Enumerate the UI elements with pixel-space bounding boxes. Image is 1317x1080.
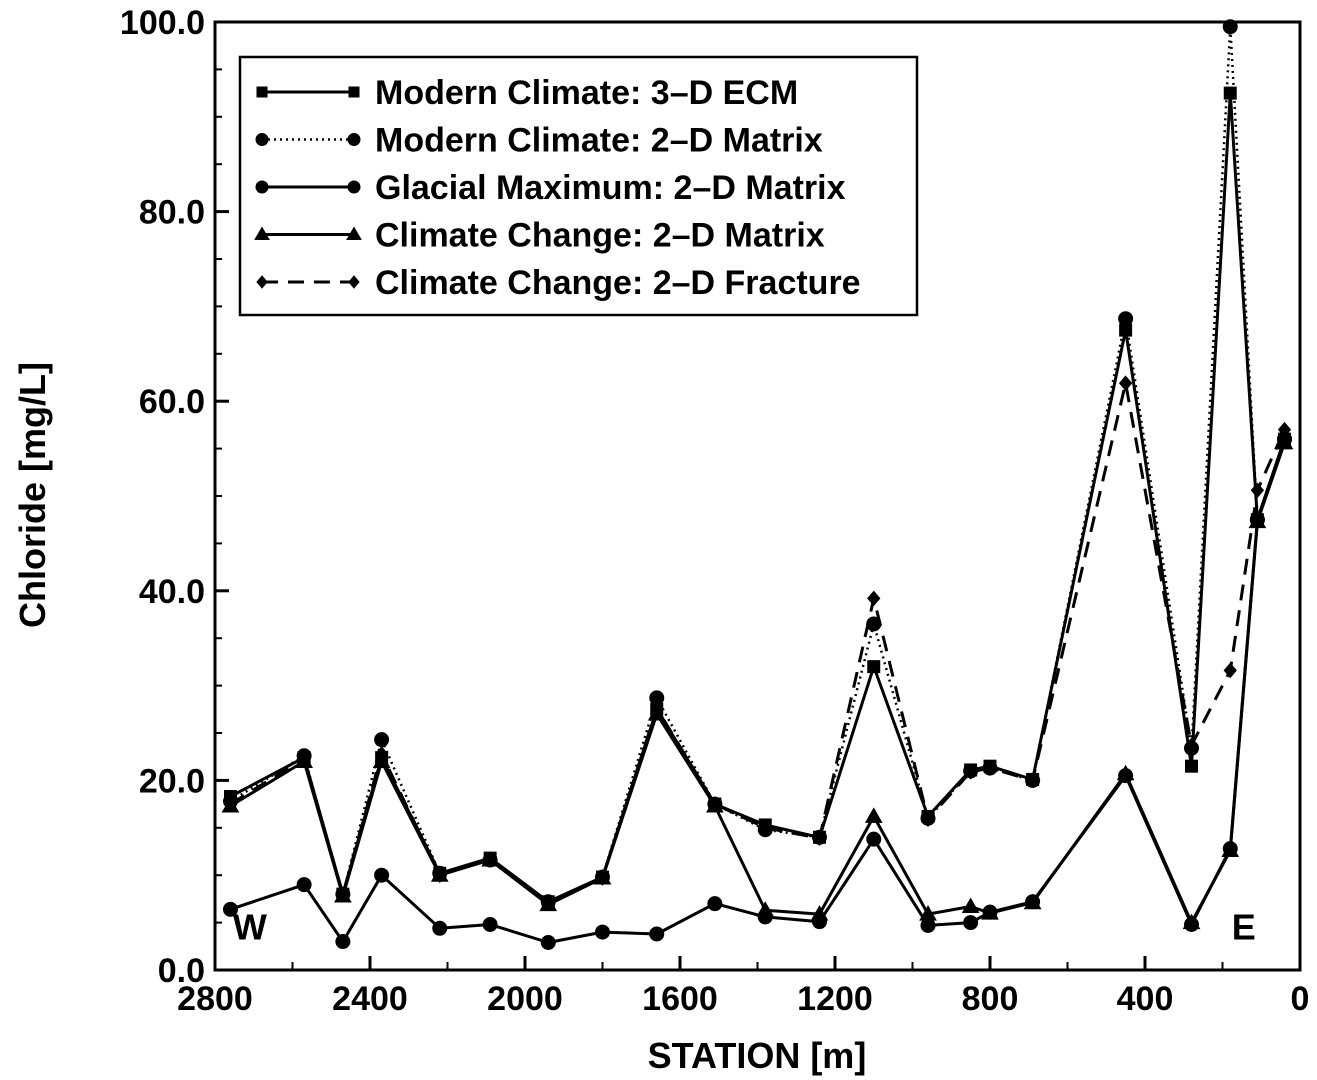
data-point [981,904,999,920]
data-point [374,867,390,883]
x-tick-label: 800 [962,980,1019,1018]
data-point [867,660,881,674]
data-point [1118,311,1134,327]
data-point [812,830,827,846]
data-point [919,905,937,921]
data-point [223,901,238,917]
data-point [1221,841,1240,858]
data-point [296,877,312,893]
legend-marker [346,226,362,240]
legend-entry: Modern Climate: 2–D Matrix [255,122,823,160]
series-line [230,438,1286,944]
data-point [541,894,555,911]
legend-marker [347,180,361,194]
data-point [1023,893,1042,910]
x-axis-title: STATION [m] [648,1035,867,1076]
direction-annotation: W [233,907,267,948]
data-point [921,811,935,828]
x-tick-label: 2000 [487,980,563,1018]
series-line [229,442,1286,925]
legend-marker [255,180,269,194]
data-point [650,700,664,717]
data-point [963,915,979,931]
legend-marker [348,275,360,289]
data-point [983,760,997,776]
legend-marker [348,86,360,98]
data-point [540,935,556,951]
data-point [866,831,882,847]
data-point [707,896,723,912]
y-tick-label: 60.0 [139,383,205,421]
legend-marker [256,275,268,289]
data-point [1277,421,1292,438]
data-point [758,820,772,836]
series-line [229,381,1286,905]
data-point [649,926,665,942]
data-point [1185,759,1198,773]
x-tick-label: 400 [1117,980,1174,1018]
data-point [1223,662,1237,679]
legend-entry: Glacial Maximum: 2–D Matrix [255,169,846,207]
direction-annotation: E [1232,907,1256,948]
data-point [708,796,722,812]
data-point [336,886,350,902]
series-5 [223,375,1292,911]
axis-ticks: 0.0 20.0 40.0 60.0 80.0 100.0 2800 2400 2000 1600… [120,4,1310,1018]
x-tick-label: 2800 [177,980,253,1018]
data-point [867,590,881,607]
data-point [223,796,238,812]
data-point [1118,375,1133,391]
legend-label: Modern Climate: 3–D ECM [375,74,798,112]
data-point [374,746,389,762]
x-tick-label: 1200 [797,980,873,1018]
data-point [810,905,829,921]
legend-marker [347,133,361,146]
legend-marker [255,133,269,146]
x-tick-label: 2400 [332,980,408,1018]
data-point [335,934,351,950]
y-tick-label: 40.0 [139,573,205,611]
y-tick-label: 20.0 [139,762,205,800]
data-point [433,867,447,883]
data-point [864,807,883,823]
data-point [595,924,610,940]
x-tick-label: 1600 [642,980,718,1018]
data-point [483,851,497,867]
data-point [1184,737,1199,754]
data-point [1182,913,1201,930]
y-tick-label: 100.0 [120,4,205,42]
series-3 [223,431,1292,951]
data-point [961,897,980,913]
legend-label: Glacial Maximum: 2–D Matrix [375,169,846,207]
data-point [374,732,390,748]
series-4 [221,433,1294,930]
series-group [221,19,1294,951]
legend-entry: Modern Climate: 3–D ECM [256,74,798,112]
legend-label: Climate Change: 2–D Fracture [375,264,861,302]
data-point [1025,772,1040,789]
y-axis-title: Chloride [mg/L] [12,362,53,628]
legend-label: Climate Change: 2–D Matrix [375,217,825,255]
legend-label: Modern Climate: 2–D Matrix [375,122,823,160]
data-point [1116,764,1135,781]
data-point [963,764,978,780]
legend-marker [254,226,270,240]
data-point [1250,482,1265,499]
data-point [432,920,448,936]
legend-marker [256,86,268,98]
legend-entry: Climate Change: 2–D Fracture [256,264,861,302]
data-point [595,870,610,886]
data-point [756,901,775,917]
legend-entry: Climate Change: 2–D Matrix [254,217,825,255]
data-point [1222,19,1238,35]
data-point [297,750,311,767]
legend: Modern Climate: 3–D ECM Modern Climate: 2… [238,55,919,317]
y-tick-label: 0.0 [158,952,205,990]
y-tick-label: 80.0 [139,194,205,232]
x-tick-label: 0 [1291,980,1310,1018]
data-point [482,916,498,932]
